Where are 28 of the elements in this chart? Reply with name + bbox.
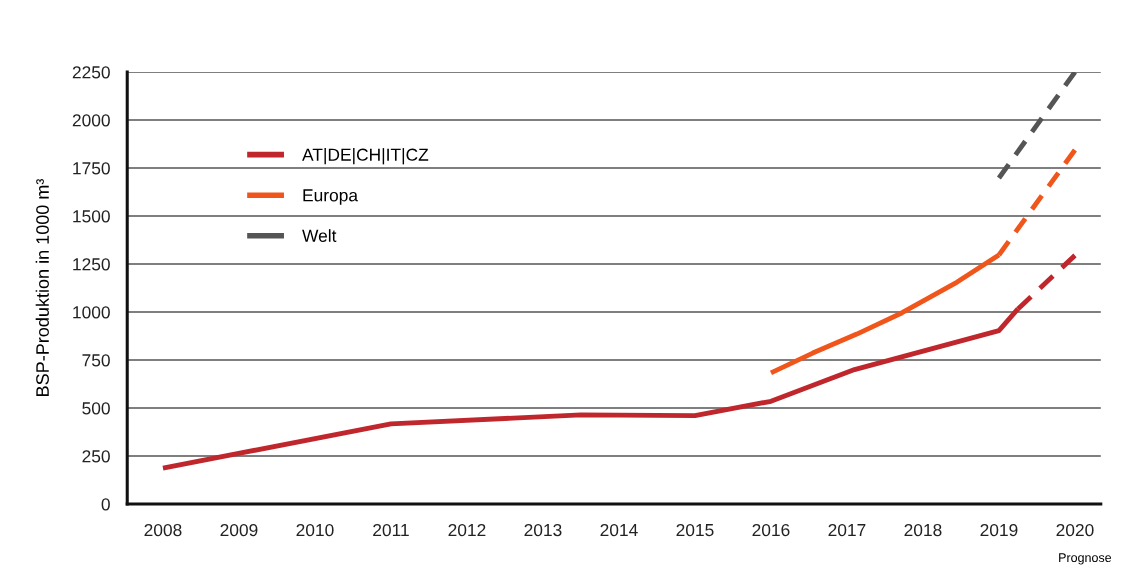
text: Prognose (1059, 553, 1112, 565)
x-tick-label: 2015 (676, 523, 714, 537)
x-tick-label: 2018 (904, 523, 942, 537)
y-tick-label: 1000 (73, 306, 110, 319)
x-tick-label: 2014 (600, 523, 638, 537)
x-tick-label: 2008 (144, 523, 182, 537)
x-tick-label: 2009 (220, 523, 258, 537)
x-tick-label: 2011 (373, 523, 409, 537)
y-tick-label: 2000 (72, 114, 110, 127)
y-tick-label: 1500 (73, 210, 110, 223)
x-tick-label: 2020 (1056, 523, 1094, 537)
y-axis-title: BSP-Produktion in 1000 m³ (35, 178, 49, 396)
legend-label: Welt (302, 229, 337, 242)
x-tick-label: 2012 (448, 523, 486, 537)
x-tick-label: 2013 (524, 523, 562, 537)
y-tick-label: 1250 (73, 258, 110, 271)
y-tick-label: 1750 (73, 162, 110, 175)
x-tick-label: 2019 (980, 523, 1018, 537)
y-tick-label: 500 (82, 402, 110, 415)
y-tick-label: 750 (82, 354, 110, 367)
x-tick-label: 2017 (828, 523, 866, 537)
legend-label: Europa (303, 189, 359, 205)
x-tick-label: 2010 (296, 523, 334, 537)
x-tick-label: 2016 (752, 523, 790, 537)
y-tick-label: 0 (101, 498, 110, 511)
y-tick-label: 2250 (72, 66, 110, 79)
y-tick-label: 250 (82, 450, 110, 463)
legend-label: AT|DE|CH|IT|CZ (302, 148, 429, 165)
